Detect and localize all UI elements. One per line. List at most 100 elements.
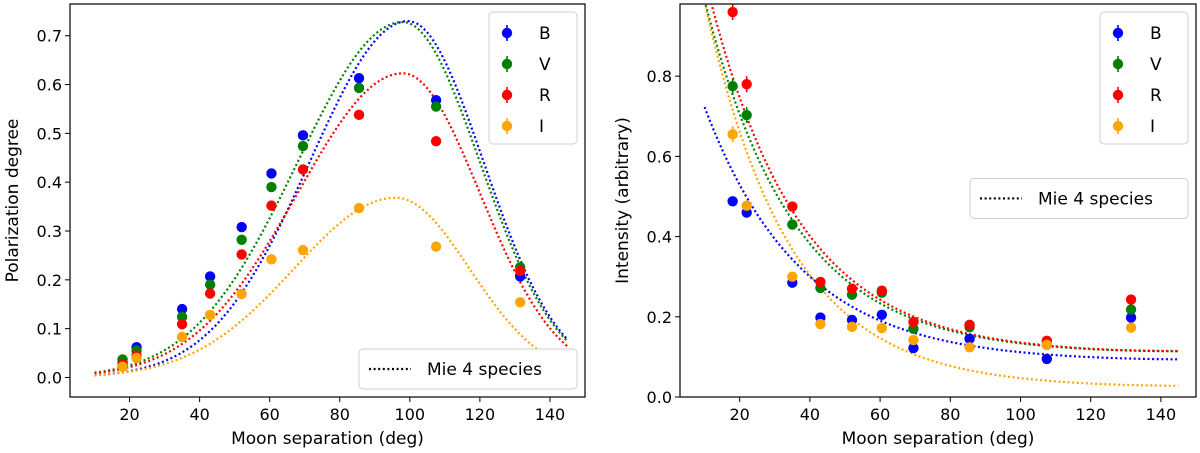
polarization-x-tick-label: 20: [119, 405, 139, 424]
polarization-legend-label-v: V: [539, 55, 551, 75]
polarization-band-legend-box: [488, 11, 578, 145]
intensity-y-tick-label: 0.4: [647, 228, 672, 247]
polarization-model-curve-v: [94, 21, 569, 374]
polarization-x-tick-label: 60: [260, 405, 280, 424]
intensity-band-legend-box: [1099, 11, 1189, 145]
intensity-point-v: [1125, 304, 1137, 315]
intensity-y-tick-label: 0.8: [647, 67, 672, 86]
intensity-legend-marker-b: [1112, 27, 1124, 39]
polarization-point-v: [353, 82, 365, 94]
polarization-model-legend-box: [358, 348, 578, 390]
polarization-y-tick-label: 0.1: [37, 320, 62, 339]
polarization-point-r: [266, 200, 277, 211]
intensity-y-axis-label: Intensity (arbitrary): [613, 117, 633, 284]
intensity-data-points: [727, 4, 1137, 365]
intensity-legend-label-r: R: [1150, 86, 1162, 106]
intensity-legend-label-v: V: [1150, 55, 1162, 75]
polarization-model-curve-b: [94, 20, 569, 377]
polarization-point-r: [176, 319, 188, 330]
intensity-point-b: [1125, 312, 1137, 323]
polarization-y-tick-label: 0.4: [37, 173, 62, 192]
polarization-model-legend-label: Mie 4 species: [427, 360, 542, 380]
intensity-model-legend-label: Mie 4 species: [1038, 189, 1153, 209]
intensity-point-r: [815, 276, 826, 288]
polarization-legend-marker-v: [501, 58, 513, 70]
polarization-point-b: [353, 73, 365, 84]
polarization-y-tick-label: 0.6: [37, 76, 62, 95]
polarization-y-tick-label: 0.7: [37, 27, 62, 46]
polarization-point-v: [266, 181, 277, 193]
polarization-model-curves: [94, 20, 569, 377]
intensity-legend-marker-r: [1112, 89, 1124, 101]
polarization-point-b: [236, 221, 247, 233]
intensity-point-i: [787, 271, 798, 282]
intensity-point-i: [727, 129, 738, 140]
polarization-x-tick-label: 140: [535, 405, 566, 424]
polarization-y-ticks: 0.0 0.1 0.2 0.3 0.4 0.5 0.6 0.7: [37, 27, 70, 387]
intensity-point-r: [787, 201, 798, 212]
polarization-legend-label-i: I: [539, 117, 544, 137]
polarization-point-r: [353, 109, 365, 121]
polarization-point-i: [430, 241, 442, 252]
polarization-legend-label-r: R: [539, 86, 551, 106]
intensity-point-i: [1041, 339, 1053, 351]
intensity-point-b: [1041, 353, 1053, 365]
intensity-legend-marker-v: [1112, 58, 1124, 70]
intensity-point-i: [964, 342, 975, 353]
polarization-y-tick-label: 0.0: [37, 368, 62, 387]
intensity-y-tick-label: 0.0: [647, 388, 672, 407]
polarization-legend-marker-b: [501, 27, 513, 39]
intensity-point-v: [741, 109, 752, 121]
polarization-legend-marker-i: [501, 120, 513, 132]
intensity-y-tick-label: 0.2: [647, 308, 672, 327]
polarization-point-r: [430, 135, 442, 147]
polarization-point-v: [204, 279, 216, 290]
polarization-legend-label-b: B: [539, 24, 551, 44]
intensity-point-b: [964, 333, 975, 345]
polarization-point-v: [297, 140, 309, 152]
polarization-point-r: [204, 288, 216, 299]
intensity-x-tick-label: 60: [870, 405, 890, 424]
polarization-x-tick-label: 80: [330, 405, 350, 424]
intensity-model-curve-v: [704, 4, 1179, 353]
intensity-y-tick-label: 0.6: [647, 147, 672, 166]
intensity-model-curve-r: [710, 4, 1179, 353]
polarization-point-i: [236, 288, 247, 300]
intensity-point-v: [787, 219, 798, 230]
polarization-point-b: [204, 271, 216, 282]
polarization-point-r: [297, 164, 309, 175]
intensity-point-i: [876, 322, 888, 334]
intensity-legend-marker-i: [1112, 120, 1124, 132]
intensity-point-i: [846, 321, 858, 333]
polarization-x-tick-label: 100: [395, 405, 426, 424]
intensity-legend-label-i: I: [1150, 117, 1155, 137]
intensity-model-curve-b: [703, 106, 1179, 361]
intensity-model-legend-box: [969, 177, 1189, 219]
polarization-x-tick-label: 40: [189, 405, 209, 424]
polarization-y-tick-label: 0.5: [37, 124, 62, 143]
polarization-point-b: [176, 303, 188, 315]
intensity-model-legend: Mie 4 species: [969, 177, 1189, 219]
intensity-x-tick-label: 80: [940, 405, 960, 424]
polarization-legend-marker-r: [501, 89, 513, 101]
intensity-axes-frame: [679, 3, 1197, 398]
polarization-point-r: [236, 249, 247, 260]
polarization-x-ticks: 20 40 60 80 100 120 140: [119, 397, 565, 424]
intensity-legend-label-b: B: [1150, 24, 1162, 44]
polarization-point-i: [353, 202, 365, 214]
intensity-x-tick-label: 140: [1146, 405, 1177, 424]
intensity-point-r: [964, 319, 975, 331]
intensity-x-tick-label: 120: [1075, 405, 1106, 424]
intensity-point-r: [846, 283, 858, 294]
polarization-data-points: [117, 73, 526, 372]
intensity-x-tick-label: 20: [729, 405, 749, 424]
intensity-point-r: [741, 79, 752, 90]
polarization-y-tick-label: 0.2: [37, 271, 62, 290]
intensity-point-i: [741, 200, 752, 211]
intensity-point-v: [727, 81, 738, 92]
intensity-x-tick-label: 40: [800, 405, 820, 424]
polarization-y-tick-label: 0.3: [37, 222, 62, 241]
polarization-axes-frame: [69, 3, 586, 398]
